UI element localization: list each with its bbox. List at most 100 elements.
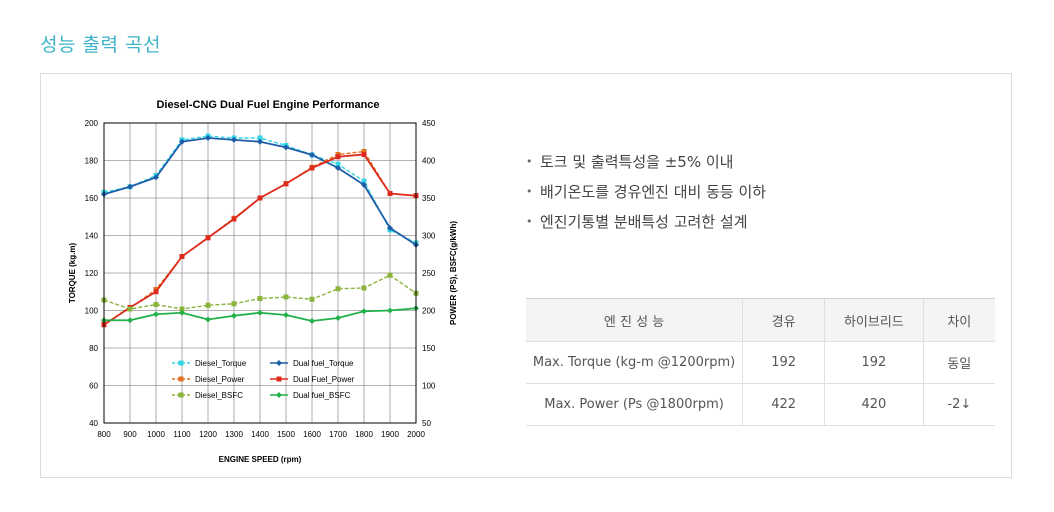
- bullet-glyph: •: [526, 215, 533, 228]
- x-tick-label: 1600: [303, 430, 321, 439]
- x-tick-label: 1200: [199, 430, 217, 439]
- header-engine-performance: 엔 진 성 능: [526, 298, 743, 342]
- table-cell: -2↓: [922, 383, 995, 426]
- dual-fuel-torque-point: [257, 138, 263, 145]
- dual-fuel-bsfc-point: [361, 308, 367, 315]
- series-dual-fuel-torque: [101, 135, 419, 248]
- dual-fuel-power-point: [231, 216, 237, 222]
- table-cell: 422: [742, 383, 825, 426]
- feature-item: • 배기온도를 경유엔진 대비 동등 이하: [526, 182, 766, 212]
- header-diesel: 경유: [742, 298, 825, 342]
- series-dual-fuel-bsfc: [101, 305, 419, 324]
- diesel-bsfc-point: [283, 294, 289, 300]
- diesel-bsfc-point: [153, 302, 159, 307]
- table-cell: 동일: [922, 341, 995, 384]
- x-tick-label: 1900: [381, 430, 399, 439]
- y-right-tick-label: 200: [422, 307, 436, 316]
- legend-item-diesel-power: Diesel_Power: [172, 375, 245, 384]
- x-tick-label: 1100: [173, 430, 191, 439]
- y-right-tick-label: 50: [422, 419, 431, 428]
- dual-fuel-power-point: [205, 235, 211, 241]
- x-tick-label: 1500: [277, 430, 295, 439]
- feature-list: • 토크 및 출력특성을 ±5% 이내 • 배기온도를 경유엔진 대비 동등 이하 …: [526, 152, 766, 242]
- legend-label: Dual Fuel_Power: [293, 375, 355, 384]
- y-left-tick-label: 40: [89, 419, 98, 428]
- y-axis-left-label: TORQUE (kg.m): [68, 243, 77, 304]
- y-right-tick-label: 450: [422, 119, 436, 128]
- y-right-tick-label: 350: [422, 194, 436, 203]
- dual-fuel-torque-point: [231, 136, 237, 143]
- legend-diesel-bsfc-point: [178, 392, 184, 398]
- y-right-tick-label: 150: [422, 344, 436, 353]
- dual-fuel-power-point: [335, 154, 341, 160]
- dual-fuel-power-point: [153, 289, 159, 295]
- plot-area: [103, 122, 417, 424]
- table-header-row: 엔 진 성 능 경유 하이브리드 차이: [526, 298, 995, 342]
- dual-fuel-power-point: [257, 195, 263, 201]
- diesel-bsfc-point: [127, 306, 133, 312]
- legend-label: Dual fuel_BSFC: [293, 391, 351, 400]
- legend-diesel-power-point: [178, 376, 184, 382]
- diesel-bsfc-point: [387, 272, 393, 278]
- y-left-tick-label: 120: [85, 269, 99, 278]
- x-tick-label: 1300: [225, 430, 243, 439]
- page-title: 성능 출력 곡선: [40, 34, 161, 56]
- feature-text: 엔진기통별 분배특성 고려한 설계: [540, 213, 748, 231]
- legend-item-dual-fuel-torque: Dual fuel_Torque: [270, 359, 354, 368]
- x-tick-label: 1000: [147, 430, 165, 439]
- y-left-tick-label: 60: [89, 382, 98, 391]
- diesel-bsfc-point: [361, 285, 367, 291]
- feature-text: 토크 및 출력특성을 ±5% 이내: [540, 153, 734, 171]
- dual-fuel-bsfc-point: [205, 316, 211, 323]
- dual-fuel-torque-point: [361, 181, 367, 188]
- legend-item-diesel-torque: Diesel_Torque: [172, 359, 247, 368]
- diesel-torque-point: [361, 178, 367, 184]
- x-axis-label: ENGINE SPEED (rpm): [219, 455, 302, 464]
- dual-fuel-torque-point: [335, 165, 341, 171]
- diesel-bsfc-point: [205, 302, 211, 308]
- table-cell: Max. Power (Ps @1800rpm): [526, 383, 743, 426]
- performance-chart: Diesel-CNG Dual Fuel Engine Performance …: [68, 99, 458, 464]
- dual-fuel-bsfc-point: [283, 312, 289, 318]
- dual-fuel-power-point: [309, 165, 315, 171]
- feature-text: 배기온도를 경유엔진 대비 동등 이하: [540, 183, 767, 201]
- dual-fuel-torque-point: [309, 151, 315, 158]
- dual-fuel-bsfc-point: [231, 312, 237, 319]
- legend-dual-fuel-torque-point: [276, 360, 282, 366]
- table-cell: 192: [742, 341, 825, 384]
- legend-dual-fuel-bsfc-point: [276, 392, 282, 398]
- dual-fuel-bsfc-point: [127, 317, 133, 324]
- y-left-tick-label: 180: [85, 157, 99, 166]
- dual-fuel-bsfc-point: [309, 318, 315, 324]
- dual-fuel-torque-point: [387, 225, 393, 231]
- legend-label: Diesel_BSFC: [195, 391, 243, 400]
- chart-title: Diesel-CNG Dual Fuel Engine Performance: [156, 99, 379, 111]
- y-left-tick-label: 140: [85, 232, 99, 241]
- dual-fuel-torque-point: [153, 174, 159, 181]
- y-left-tick-label: 160: [85, 194, 99, 203]
- x-tick-label: 2000: [407, 430, 425, 439]
- bullet-glyph: •: [526, 155, 533, 168]
- dual-fuel-power-point: [283, 181, 289, 187]
- y-right-tick-label: 300: [422, 232, 436, 241]
- dual-fuel-power-point: [387, 191, 393, 196]
- dual-fuel-bsfc-point: [335, 315, 341, 321]
- table-row: Max. Power (Ps @1800rpm) 422 420 -2↓: [526, 383, 995, 426]
- feature-item: • 토크 및 출력특성을 ±5% 이내: [526, 152, 766, 182]
- diesel-bsfc-point: [335, 286, 341, 292]
- grid: [103, 122, 417, 424]
- dual-fuel-torque-point: [205, 135, 211, 141]
- dual-fuel-bsfc-point: [153, 311, 159, 318]
- legend-item-dual-fuel-power: Dual Fuel_Power: [270, 375, 355, 384]
- header-difference: 차이: [922, 298, 995, 342]
- y-right-tick-label: 100: [422, 382, 436, 391]
- x-tick-label: 800: [97, 430, 111, 439]
- engine-spec-table: 엔 진 성 능 경유 하이브리드 차이 Max. Torque (kg-m @1…: [526, 298, 995, 426]
- y-axis-right-label: POWER (PS), BSFC(g/kWh): [449, 221, 458, 325]
- table-cell: 192: [824, 341, 924, 384]
- dual-fuel-bsfc-point: [257, 309, 263, 316]
- table-cell: 420: [824, 383, 924, 426]
- x-tick-label: 1800: [355, 430, 373, 439]
- dual-fuel-torque-point: [283, 144, 289, 151]
- diesel-power-point: [361, 149, 367, 154]
